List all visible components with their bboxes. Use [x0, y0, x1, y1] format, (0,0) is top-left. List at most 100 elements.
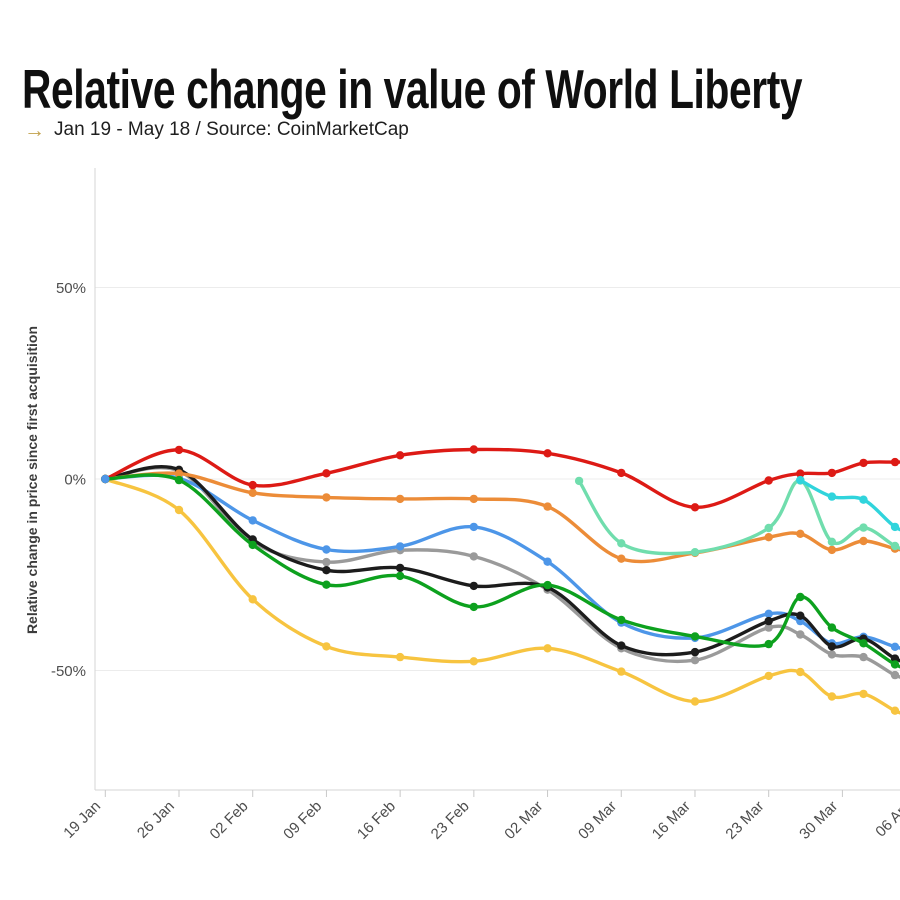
x-tick-label: 23 Mar: [722, 798, 767, 843]
data-point-green[interactable]: [859, 639, 868, 648]
data-point-gray[interactable]: [322, 557, 331, 567]
data-point-green[interactable]: [248, 540, 257, 550]
data-point-orange[interactable]: [764, 533, 773, 542]
data-point-black[interactable]: [827, 642, 837, 651]
data-point-blue[interactable]: [543, 557, 552, 566]
data-point-red[interactable]: [395, 451, 405, 460]
data-point-orange[interactable]: [796, 529, 805, 538]
data-point-cyan[interactable]: [796, 475, 805, 485]
series-line-black[interactable]: [103, 465, 900, 664]
data-point-green[interactable]: [690, 632, 700, 641]
data-point-black[interactable]: [395, 563, 405, 573]
data-point-green[interactable]: [827, 623, 837, 632]
data-point-gray[interactable]: [890, 670, 900, 680]
data-point-gray[interactable]: [859, 652, 868, 662]
data-point-red[interactable]: [764, 476, 773, 485]
data-point-green[interactable]: [322, 580, 331, 589]
data-point-black[interactable]: [796, 611, 805, 620]
data-point-red[interactable]: [248, 480, 257, 490]
data-point-mint[interactable]: [859, 523, 868, 532]
data-point-gray[interactable]: [690, 656, 700, 665]
data-point-yellow[interactable]: [322, 642, 331, 651]
data-point-yellow[interactable]: [890, 706, 900, 715]
data-point-red[interactable]: [796, 469, 805, 478]
data-point-green[interactable]: [174, 475, 184, 485]
data-point-orange[interactable]: [827, 545, 837, 555]
data-point-green[interactable]: [796, 592, 805, 602]
data-point-red[interactable]: [174, 445, 184, 455]
data-point-yellow[interactable]: [543, 644, 552, 653]
data-point-cyan[interactable]: [859, 495, 868, 504]
series-line-blue[interactable]: [103, 473, 900, 650]
x-tick-label: 09 Feb: [280, 798, 325, 843]
data-point-orange[interactable]: [395, 494, 405, 504]
data-point-yellow[interactable]: [827, 692, 837, 701]
data-point-black[interactable]: [764, 616, 773, 626]
data-point-red[interactable]: [617, 468, 626, 478]
data-point-yellow[interactable]: [174, 505, 184, 515]
data-point-green[interactable]: [764, 639, 773, 649]
series-line-orange[interactable]: [103, 471, 900, 564]
data-point-green[interactable]: [617, 615, 626, 625]
data-point-orange[interactable]: [248, 488, 257, 497]
series-line-green[interactable]: [103, 473, 900, 670]
data-point-gray[interactable]: [796, 630, 805, 639]
data-point-mint[interactable]: [764, 523, 773, 533]
subtitle: → Jan 19 - May 18 / Source: CoinMarketCa…: [24, 119, 409, 141]
data-point-red[interactable]: [690, 503, 700, 512]
data-point-red[interactable]: [827, 468, 837, 478]
data-point-yellow[interactable]: [395, 652, 405, 662]
data-point-yellow[interactable]: [764, 671, 773, 681]
data-point-yellow[interactable]: [617, 667, 626, 676]
data-point-mint[interactable]: [574, 476, 584, 486]
data-point-yellow[interactable]: [796, 667, 805, 677]
data-point-yellow[interactable]: [859, 689, 868, 699]
data-point-cyan[interactable]: [890, 522, 900, 532]
data-point-orange[interactable]: [543, 502, 552, 511]
data-point-blue[interactable]: [248, 516, 257, 525]
data-point-green[interactable]: [890, 660, 900, 669]
data-point-green[interactable]: [395, 571, 405, 581]
page-title: Relative change in value of World Libert…: [22, 58, 803, 120]
data-point-black[interactable]: [469, 581, 478, 591]
data-point-gray[interactable]: [764, 623, 773, 632]
data-point-red[interactable]: [469, 445, 478, 454]
data-point-black[interactable]: [690, 647, 700, 657]
data-point-orange[interactable]: [469, 494, 478, 504]
data-point-orange[interactable]: [859, 536, 868, 546]
data-point-yellow[interactable]: [248, 595, 257, 604]
data-point-mint[interactable]: [617, 539, 626, 548]
data-point-blue[interactable]: [764, 609, 773, 618]
data-point-orange[interactable]: [174, 469, 184, 478]
data-point-green[interactable]: [543, 580, 552, 590]
data-point-cyan[interactable]: [827, 492, 837, 501]
x-tick-label: 26 Jan: [134, 798, 178, 842]
data-point-red[interactable]: [859, 458, 868, 468]
data-point-green[interactable]: [469, 602, 478, 612]
data-point-black[interactable]: [890, 654, 900, 663]
x-tick-label: 19 Jan: [60, 798, 104, 842]
series-dots-red: [101, 445, 900, 512]
data-point-gray[interactable]: [827, 650, 837, 659]
data-point-mint[interactable]: [890, 541, 900, 551]
data-point-red[interactable]: [543, 449, 552, 458]
data-point-blue[interactable]: [890, 642, 900, 651]
data-point-black[interactable]: [322, 566, 331, 575]
data-point-mint[interactable]: [690, 548, 700, 557]
data-point-mint[interactable]: [827, 537, 837, 546]
data-point-red[interactable]: [890, 457, 900, 467]
data-point-red[interactable]: [322, 469, 331, 478]
y-tick-label: 0%: [64, 472, 86, 489]
data-point-orange[interactable]: [322, 493, 331, 502]
origin-dot-blue[interactable]: [101, 474, 110, 484]
data-point-yellow[interactable]: [469, 657, 478, 666]
y-tick-label: 50%: [56, 280, 86, 297]
data-point-orange[interactable]: [617, 554, 626, 563]
data-point-blue[interactable]: [469, 522, 478, 532]
data-point-yellow[interactable]: [690, 697, 700, 706]
data-point-gray[interactable]: [469, 552, 478, 561]
data-point-blue[interactable]: [395, 542, 405, 551]
data-point-black[interactable]: [617, 641, 626, 650]
data-point-blue[interactable]: [322, 545, 331, 554]
